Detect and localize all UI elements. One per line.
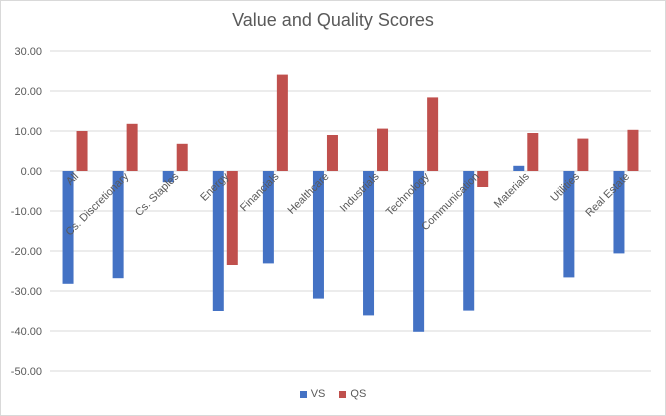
bar-vs-technology	[413, 171, 425, 332]
bar-vs-energy	[212, 171, 224, 311]
legend-swatch-qs	[339, 390, 347, 398]
y-tick-label: 0.00	[21, 166, 42, 178]
y-tick-label: -20.00	[11, 246, 42, 258]
chart-title: Value and Quality Scores	[232, 10, 434, 30]
legend-label-qs: QS	[350, 388, 367, 400]
legend-item-qs: QS	[339, 388, 366, 400]
y-tick-label: -10.00	[11, 206, 42, 218]
y-tick-label: 30.00	[14, 46, 42, 58]
category-label: Healthcare	[285, 171, 331, 217]
legend-swatch-vs	[299, 390, 307, 398]
bar-vs-materials	[513, 165, 525, 171]
y-tick-label: 10.00	[14, 126, 42, 138]
bar-qs-energy	[226, 171, 238, 265]
bar-qs-utilities	[577, 138, 589, 171]
bar-vs-cs-discretionary	[112, 171, 124, 279]
bar-qs-technology	[427, 97, 439, 171]
bar-vs-communication	[463, 171, 475, 311]
category-label: Financials	[238, 170, 282, 214]
category-label: Cs. Staples	[133, 170, 182, 219]
y-tick-label: -40.00	[11, 326, 42, 338]
legend: VS QS	[0, 388, 666, 400]
bar-vs-industrials	[363, 171, 375, 316]
category-label: Materials	[492, 170, 532, 210]
bar-qs-cs-discretionary	[126, 123, 138, 171]
bar-vs-financials	[262, 171, 274, 264]
category-label: Industrials	[338, 170, 382, 214]
bar-qs-healthcare	[326, 135, 338, 171]
y-tick-label: -50.00	[11, 366, 42, 378]
y-tick-label: -30.00	[11, 286, 42, 298]
bar-qs-industrials	[377, 128, 389, 171]
bar-qs-financials	[276, 74, 288, 171]
y-tick-label: 20.00	[14, 86, 42, 98]
legend-label-vs: VS	[310, 388, 326, 400]
bar-qs-communication	[477, 171, 489, 187]
bar-qs-materials	[527, 133, 539, 171]
bar-qs-real-estate	[627, 129, 639, 171]
bar-vs-cs-staples	[162, 171, 174, 183]
bar-vs-all	[62, 171, 74, 284]
bar-vs-utilities	[563, 171, 575, 278]
bar-vs-real-estate	[613, 171, 625, 254]
legend-item-vs: VS	[299, 388, 326, 400]
category-label: Real Estate	[583, 171, 632, 220]
bar-qs-cs-staples	[176, 143, 188, 171]
bar-qs-all	[76, 131, 88, 171]
bar-vs-healthcare	[312, 171, 324, 299]
